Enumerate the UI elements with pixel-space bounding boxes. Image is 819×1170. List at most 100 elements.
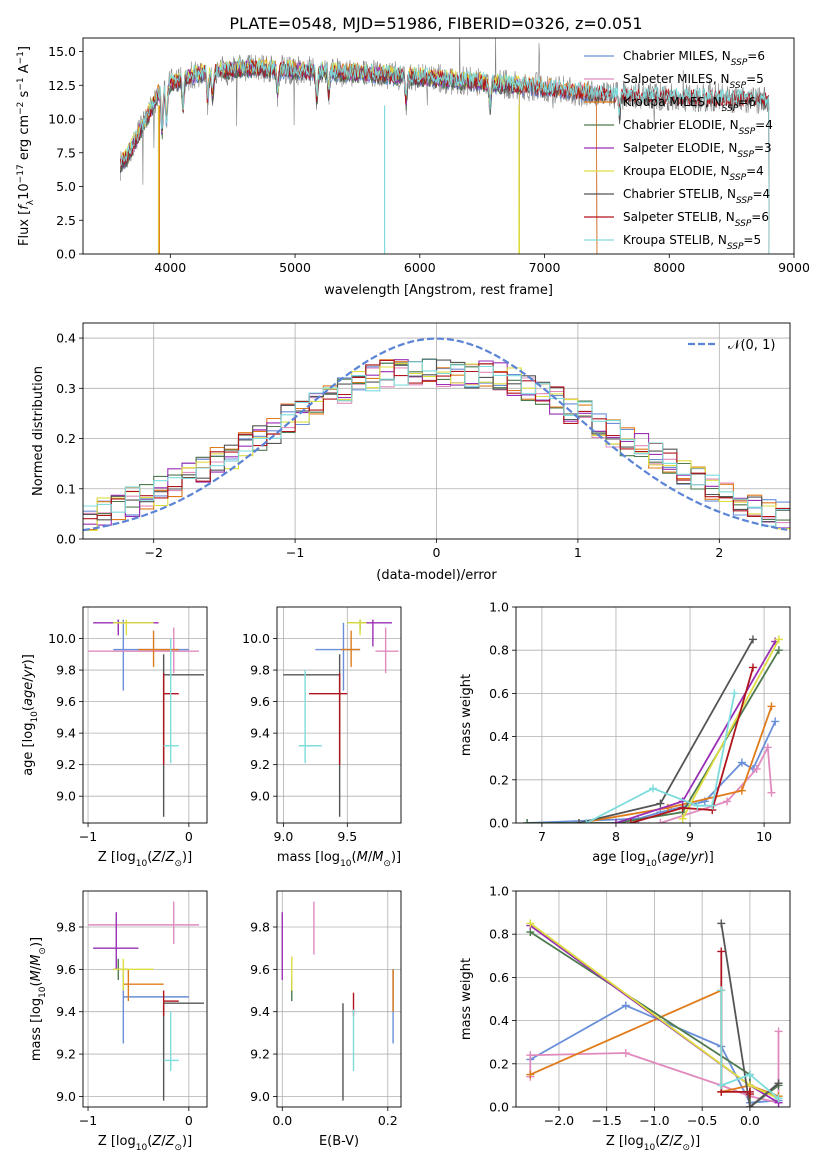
errorbar-point-8: [298, 670, 322, 764]
errorbar-point-0: [113, 619, 189, 691]
y-tick-label: 0.4: [489, 1013, 509, 1028]
errorbar-point-2: [123, 969, 164, 1002]
y-tick-label: 0.4: [56, 331, 76, 346]
errorbar-point-3: [347, 619, 367, 631]
model-spectrum-5: [120, 57, 520, 254]
x-tick-label: −2: [144, 545, 162, 560]
axes-frame: [82, 606, 208, 824]
weight-marker-6-2: [748, 635, 757, 644]
axes-mass-vs-EBV: 0.0 0.2 9.0 9.2 9.4 9.6 9.8 E(B-V): [250, 890, 402, 1149]
weight-line-2: [578, 706, 773, 823]
x-axis-label: age [log10(age/yr)]: [592, 850, 714, 869]
x-tick-label: 0: [433, 545, 441, 560]
y-tick-label: 0.6: [489, 686, 509, 701]
y-tick-label: 9.8: [56, 663, 76, 678]
x-tick-label: 9000: [778, 260, 810, 275]
y-tick-label: 9.2: [56, 757, 76, 772]
x-axis-label: (data-model)/error: [376, 568, 497, 583]
weight-marker-5-0: [678, 814, 687, 823]
weight-line-8: [720, 990, 780, 1100]
figure-title: PLATE=0548, MJD=51986, FIBERID=0326, z=0…: [229, 14, 642, 33]
weight-marker-5-0: [526, 919, 535, 928]
weight-marker-7-0: [717, 947, 726, 956]
axes-frame: [515, 606, 791, 824]
plot-area-spectrum: [120, 38, 770, 254]
weight-marker-8-1: [717, 1081, 726, 1090]
weight-marker-7-1: [678, 803, 687, 812]
y-axis-label: mass weight: [459, 674, 474, 756]
gaussian-curve: [83, 337, 788, 532]
weight-marker-2-0: [526, 1070, 535, 1079]
y-tick-label: 9.8: [250, 920, 270, 935]
plot-area-massweight-vs-Z: [526, 919, 783, 1107]
y-axis-label: mass [log10(M/M⊙)]: [29, 937, 48, 1061]
weight-marker-2-3: [767, 702, 776, 711]
y-tick-label: 9.0: [56, 789, 76, 804]
errorbar-point-4: [360, 619, 393, 647]
weight-marker-6-0: [717, 919, 726, 928]
plot-area-mass-vs-Z: [88, 901, 204, 1101]
weight-line-5: [681, 638, 780, 820]
legend-label-1: Salpeter MILES, NSSP=5: [623, 72, 764, 91]
x-tick-label: 2: [715, 545, 723, 560]
errorbar-point-0: [122, 969, 189, 1044]
weight-marker-6-1: [656, 799, 665, 808]
y-tick-label: 9.2: [56, 1047, 76, 1062]
y-tick-label: 0.0: [489, 816, 509, 831]
model-spectrum-4: [120, 59, 520, 254]
x-tick-label: −2.0: [544, 1113, 574, 1128]
y-tick-label: 2.5: [56, 213, 76, 228]
y-tick-label: 9.6: [56, 694, 76, 709]
axes-frame: [276, 890, 402, 1108]
residual-legend: 𝒩(0, 1): [688, 338, 775, 353]
histogram-8: [83, 361, 790, 527]
legend-label-3: Chabrier ELODIE, NSSP=4: [623, 118, 773, 137]
weight-marker-1-1: [526, 1051, 535, 1060]
y-tick-label: 9.2: [250, 1047, 270, 1062]
histogram-4: [83, 359, 790, 529]
weight-marker-1-2: [752, 765, 761, 773]
plot-area-massweight-vs-age: [523, 635, 783, 823]
model-spectrum-8: [120, 57, 770, 254]
x-tick-label: 10: [756, 829, 772, 844]
errorbar-point-4: [93, 912, 139, 970]
y-tick-label: 9.8: [56, 920, 76, 935]
errorbar-point-1: [375, 627, 399, 674]
axes-frame: [515, 890, 791, 1108]
weight-marker-8-3: [774, 1094, 783, 1103]
errorbar-point-6: [162, 1002, 204, 1101]
legend-label-5: Kroupa ELODIE, NSSP=4: [623, 164, 764, 183]
weight-marker-8-0: [717, 986, 726, 995]
weight-marker-8-1: [649, 784, 657, 793]
weight-marker-2-2: [737, 786, 746, 795]
errorbar-point-2: [340, 630, 361, 667]
histogram-6: [83, 359, 790, 523]
y-tick-label: 1.0: [489, 600, 509, 615]
errorbar-point-1: [88, 627, 199, 674]
plot-area-age-vs-mass: [283, 619, 399, 817]
y-tick-label: 0.6: [489, 970, 509, 985]
weight-marker-8-2: [745, 1070, 754, 1079]
y-axis-label: mass weight: [459, 958, 474, 1040]
axes-frame: [82, 890, 208, 1108]
x-tick-label: 9.0: [273, 829, 293, 844]
y-tick-label: 15.0: [48, 44, 76, 59]
y-tick-label: 5.0: [56, 179, 76, 194]
weight-marker-6-2: [774, 1079, 783, 1088]
y-tick-label: 9.6: [56, 962, 76, 977]
y-tick-label: 0.3: [56, 381, 76, 396]
plot-area-residuals: [83, 337, 790, 532]
x-tick-label: −1: [79, 1113, 97, 1128]
y-tick-label: 9.4: [250, 1004, 270, 1019]
axes-massweight-vs-Z: −2.0 −1.5 −1.0 −0.5 0.0 0.0 0.2 0.4 0.6 0.8 1.0 Z […: [459, 884, 791, 1153]
y-tick-label: 9.4: [56, 1004, 76, 1019]
x-axis-label: Z [log10(Z/Z⊙)]: [98, 850, 192, 869]
x-tick-label: 0: [185, 829, 193, 844]
axes-age-vs-Z: −1 0 9.0 9.2 9.4 9.6 9.8 10.0 Z [log10(Z/Z⊙)] age…: [21, 606, 208, 869]
x-tick-label: 0.2: [378, 1113, 398, 1128]
y-tick-label: 0.0: [56, 247, 76, 262]
y-axis-label: Flux [fλ10−17 erg cm−2 s−1 A−1]: [16, 46, 36, 246]
weight-marker-8-2: [693, 801, 702, 810]
y-tick-label: 10.0: [48, 112, 76, 127]
weight-marker-0-1: [621, 1001, 630, 1010]
